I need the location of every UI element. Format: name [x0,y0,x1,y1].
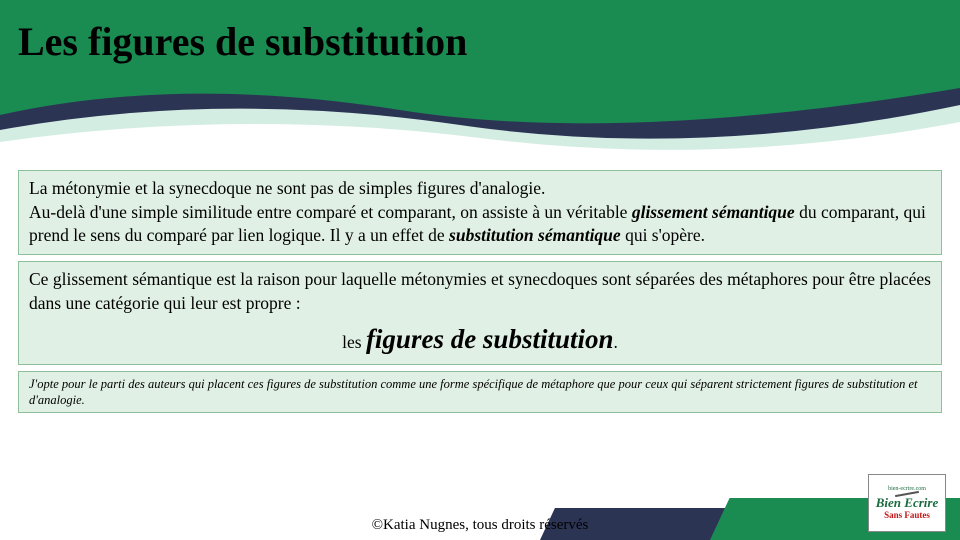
emphasis: substitution sémantique [449,225,621,245]
centered-line: les figures de substitution. [29,321,931,357]
text-box-2: Ce glissement sémantique est la raison p… [18,261,942,365]
content-area: La métonymie et la synecdoque ne sont pa… [18,170,942,413]
slide-title: Les figures de substitution [18,18,467,65]
copyright-text: ©Katia Nugnes, tous droits réservés [0,517,960,534]
paragraph: Au-delà d'une simple similitude entre co… [29,201,931,248]
brand-logo: bien-ecrire.com Bien Ecrire Sans Fautes [868,474,946,532]
logo-url: bien-ecrire.com [888,486,926,493]
emphasis: glissement sémantique [632,202,795,222]
footer: ©Katia Nugnes, tous droits réservés bien… [0,492,960,540]
paragraph: Ce glissement sémantique est la raison p… [29,268,931,315]
logo-title: Bien Ecrire [876,496,938,510]
logo-subtitle: Sans Fautes [884,511,930,521]
paragraph: La métonymie et la synecdoque ne sont pa… [29,177,931,201]
slide: Les figures de substitution La métonymie… [0,0,960,540]
text-box-1: La métonymie et la synecdoque ne sont pa… [18,170,942,255]
footnote-box: J'opte pour le parti des auteurs qui pla… [18,371,942,414]
emphasis-large: figures de substitution [366,324,614,354]
